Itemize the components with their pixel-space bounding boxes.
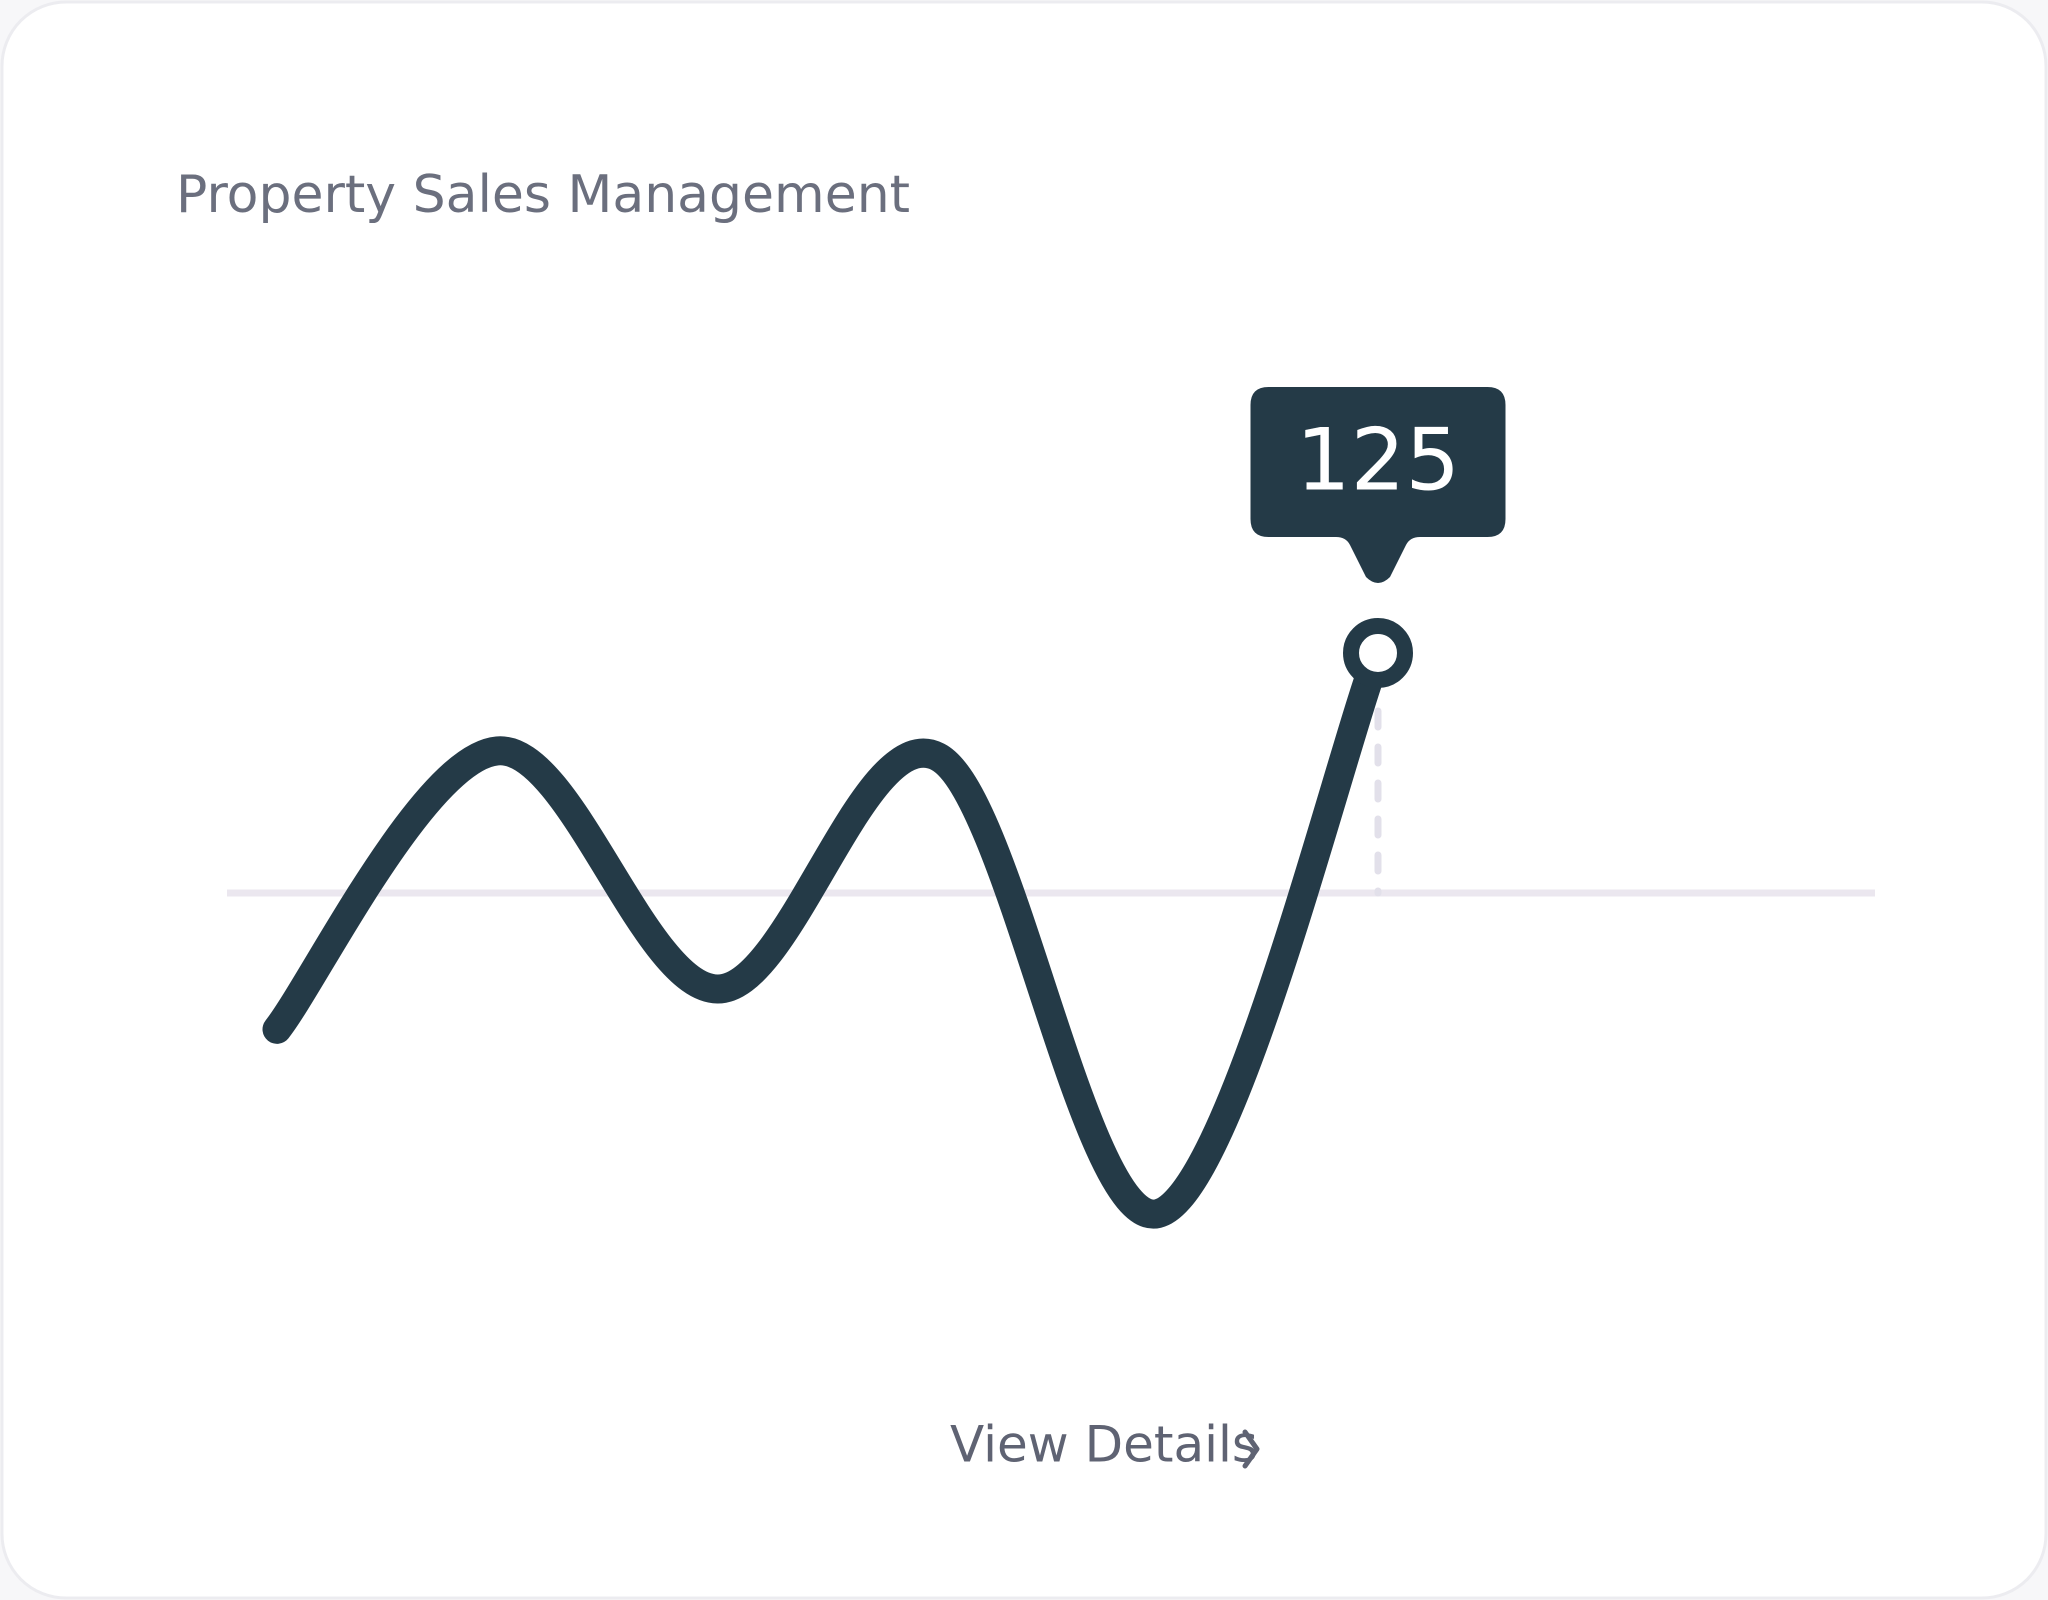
view-details-link[interactable]: View Details bbox=[950, 1416, 1260, 1474]
card-title: Property Sales Management bbox=[176, 165, 910, 225]
tooltip-value: 125 bbox=[1296, 410, 1460, 510]
chevron-icon[interactable] bbox=[1242, 1429, 1260, 1469]
plot: 125 bbox=[227, 387, 1875, 1229]
highlight-point bbox=[1343, 618, 1413, 688]
tooltip bbox=[1250, 387, 1506, 583]
link-label[interactable]: View Details bbox=[950, 1416, 1258, 1474]
sales-line bbox=[262, 638, 1393, 1229]
